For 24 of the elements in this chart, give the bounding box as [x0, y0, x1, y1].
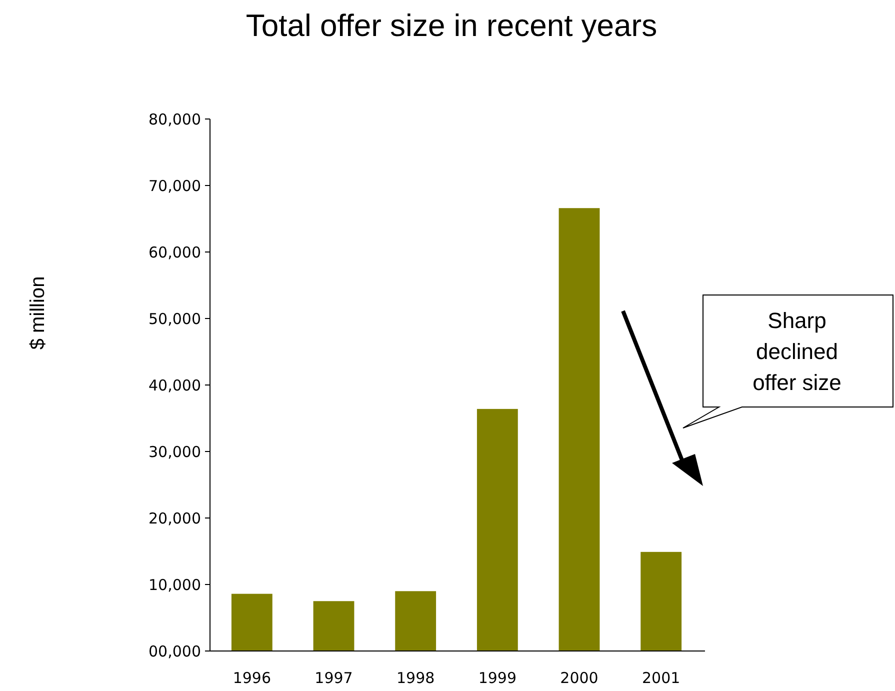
x-tick-label: 1999 [478, 669, 517, 687]
x-tick-label: 2000 [560, 669, 598, 687]
y-tick-label: 70,000 [148, 176, 201, 195]
y-tick-label: 40,000 [148, 376, 201, 394]
bar [231, 594, 272, 651]
y-axis-title: $ million [27, 276, 49, 350]
text: Sharp declined offer size [752, 308, 842, 395]
y-tick-label: 20,000 [148, 509, 201, 528]
bar [558, 208, 600, 651]
bar [640, 552, 682, 651]
x-tick-label: 1997 [314, 669, 353, 687]
x-tick-label: 1998 [396, 669, 435, 687]
y-tick-label: 00,000 [148, 642, 201, 660]
x-tick-label: 1996 [232, 669, 272, 687]
y-tick-label: 60,000 [148, 243, 201, 262]
y-tick-label: 80,000 [148, 110, 201, 128]
y-tick-label: 50,000 [148, 310, 201, 328]
bar [313, 601, 354, 651]
y-tick-label: 30,000 [148, 442, 201, 461]
bar [395, 591, 436, 651]
y-tick-label: 10,000 [148, 576, 201, 594]
bar [476, 408, 518, 651]
chart-title: Total offer size in recent years [246, 8, 658, 43]
x-tick-label: 2001 [642, 669, 680, 687]
